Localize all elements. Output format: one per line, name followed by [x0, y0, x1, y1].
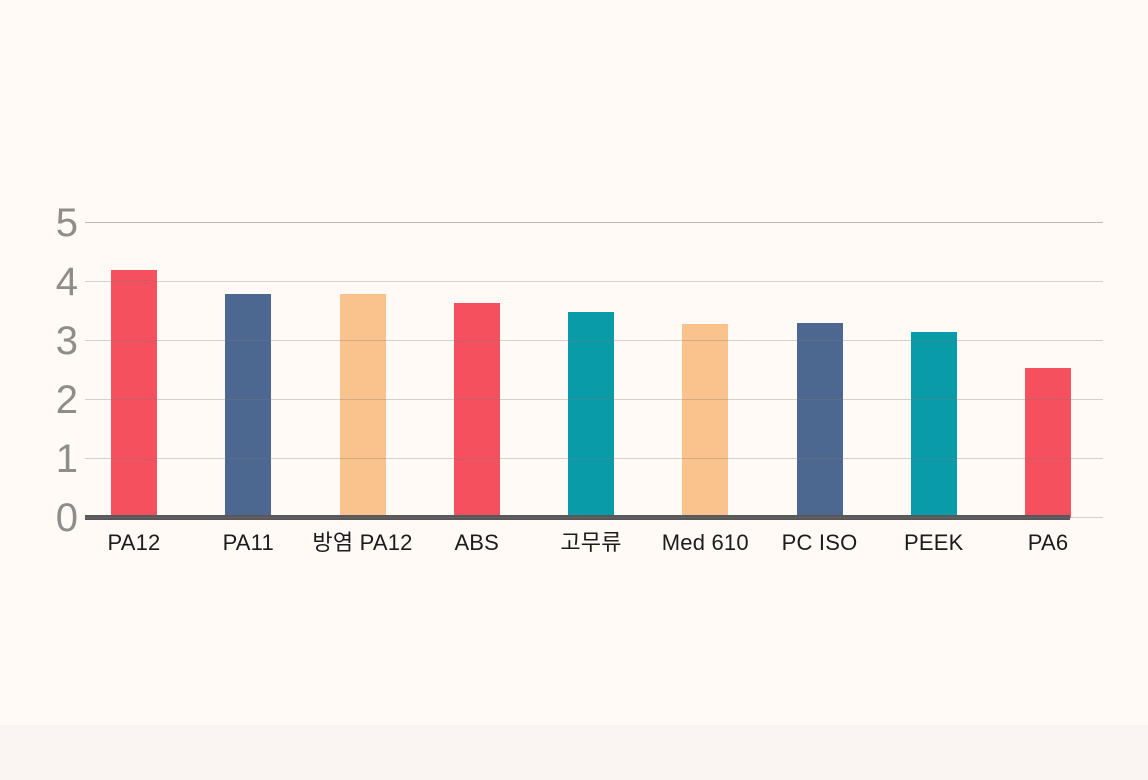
gridline — [85, 399, 1103, 400]
gridline — [85, 517, 1103, 518]
gridline — [85, 340, 1103, 341]
y-tick-label: 5 — [55, 201, 78, 245]
bar — [111, 270, 157, 518]
x-tick-label: PC ISO — [781, 530, 858, 555]
x-tick-label: PA12 — [107, 530, 161, 555]
x-tick-label: PA11 — [222, 530, 274, 555]
y-tick-label: 3 — [55, 319, 78, 363]
x-tick-label: 고무류 — [560, 530, 622, 555]
bar — [339, 293, 386, 518]
y-tick-label: 4 — [55, 260, 78, 304]
x-tick-label: ABS — [454, 530, 500, 555]
bar-chart-plot-area — [85, 222, 1103, 520]
bar — [225, 293, 272, 518]
bar — [1025, 367, 1071, 518]
x-tick-label: Med 610 — [661, 530, 749, 555]
bar — [568, 311, 614, 518]
y-tick-label: 1 — [55, 437, 78, 481]
y-tick-label: 2 — [55, 378, 78, 422]
bar — [796, 323, 843, 518]
x-tick-label: PA6 — [1027, 530, 1069, 555]
gridline — [85, 281, 1103, 282]
gridline — [85, 222, 1103, 223]
x-tick-label: 방염 PA12 — [312, 530, 413, 555]
gridline — [85, 458, 1103, 459]
bar — [682, 324, 729, 518]
x-axis-line — [85, 515, 1070, 520]
bar — [910, 332, 957, 518]
x-tick-label: PEEK — [904, 530, 964, 555]
footer-band — [0, 725, 1148, 780]
bar — [453, 302, 500, 518]
y-tick-label: 0 — [55, 496, 78, 540]
